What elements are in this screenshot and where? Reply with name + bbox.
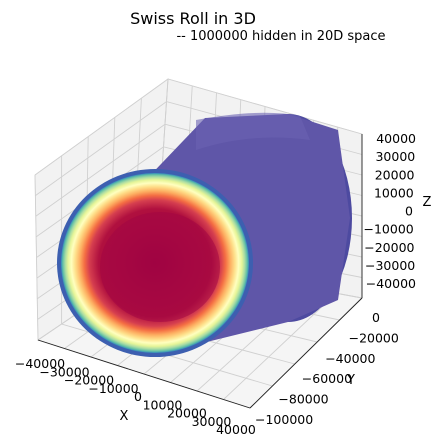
y-tick-label: 0	[372, 310, 380, 325]
x-tick-label: 10000	[143, 397, 183, 412]
y-tick-label: −60000	[302, 371, 352, 386]
roll-core	[100, 212, 220, 322]
x-axis-line	[37, 339, 251, 409]
x-tick-label: −30000	[39, 364, 89, 379]
x-tick-label: 30000	[192, 414, 232, 429]
chart-title: Swiss Roll in 3D	[130, 9, 256, 28]
y-tick-label: −40000	[325, 351, 375, 366]
y-tick-label: −100000	[255, 412, 313, 427]
z-tick-label: 0	[405, 204, 413, 219]
chart-subtitle: -- 1000000 hidden in 20D space	[176, 29, 385, 44]
x-tick-label: −20000	[64, 373, 114, 388]
y-tick-label: −80000	[278, 392, 328, 407]
x-tick-label: 40000	[216, 422, 256, 437]
z-axis-label: Z	[423, 195, 432, 210]
z-tick-label: 40000	[376, 131, 416, 146]
y-axis-label: Y	[346, 373, 355, 388]
x-axis-label: X	[120, 409, 129, 424]
z-tick-label: 20000	[375, 167, 415, 182]
z-tick-label: −40000	[366, 276, 416, 291]
roll-body	[57, 112, 352, 357]
z-tick-label: −20000	[364, 240, 414, 255]
z-tick-label: −30000	[365, 258, 415, 273]
z-tick-label: 10000	[374, 185, 414, 200]
z-tick-label: 30000	[375, 149, 415, 164]
z-tick-label: −10000	[364, 222, 414, 237]
y-axis-line	[249, 297, 363, 409]
axis-labels: X Y Z	[120, 195, 432, 424]
x-tick-label: 20000	[167, 406, 207, 421]
tick-labels: −40000−30000−20000−100000100002000030000…	[15, 131, 416, 437]
x-tick-label: −40000	[15, 356, 65, 371]
x-tick-label: 0	[134, 389, 142, 404]
x-tick-label: −10000	[88, 381, 138, 396]
roll-top-shade	[196, 112, 310, 150]
y-tick-label: −20000	[349, 330, 399, 345]
